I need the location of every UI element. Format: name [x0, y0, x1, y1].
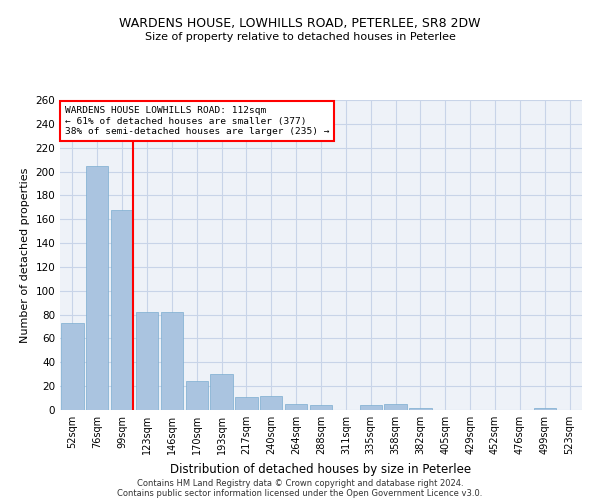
Text: WARDENS HOUSE LOWHILLS ROAD: 112sqm
← 61% of detached houses are smaller (377)
3: WARDENS HOUSE LOWHILLS ROAD: 112sqm ← 61… [65, 106, 330, 136]
Bar [235, 397, 257, 410]
Bar [385, 404, 407, 410]
Bar [185, 382, 208, 410]
Bar [409, 408, 431, 410]
Bar [61, 323, 83, 410]
Bar [285, 404, 307, 410]
Bar [260, 396, 283, 410]
Bar [161, 312, 183, 410]
Bar [310, 405, 332, 410]
Text: WARDENS HOUSE, LOWHILLS ROAD, PETERLEE, SR8 2DW: WARDENS HOUSE, LOWHILLS ROAD, PETERLEE, … [119, 18, 481, 30]
Text: Size of property relative to detached houses in Peterlee: Size of property relative to detached ho… [145, 32, 455, 42]
Bar [211, 374, 233, 410]
Y-axis label: Number of detached properties: Number of detached properties [20, 168, 30, 342]
Bar [136, 312, 158, 410]
Bar [86, 166, 109, 410]
Text: Contains public sector information licensed under the Open Government Licence v3: Contains public sector information licen… [118, 488, 482, 498]
Bar [359, 405, 382, 410]
Bar [111, 210, 133, 410]
Bar [533, 408, 556, 410]
X-axis label: Distribution of detached houses by size in Peterlee: Distribution of detached houses by size … [170, 462, 472, 475]
Text: Contains HM Land Registry data © Crown copyright and database right 2024.: Contains HM Land Registry data © Crown c… [137, 478, 463, 488]
